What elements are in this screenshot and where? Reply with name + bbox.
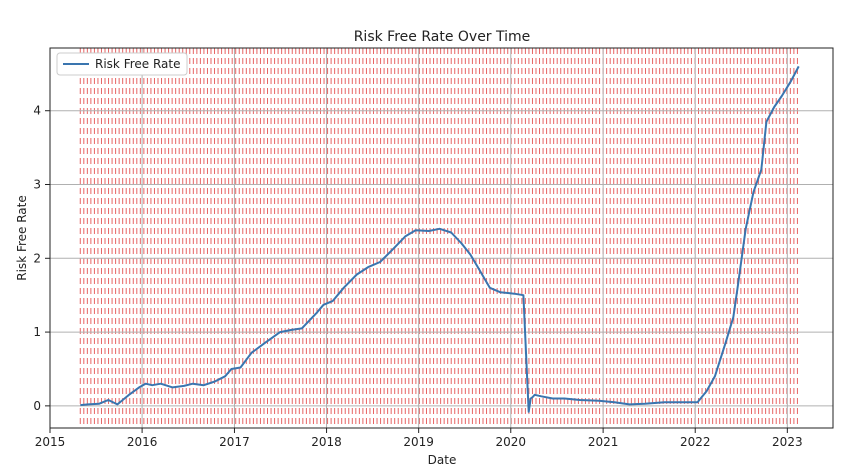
legend-box [56,52,188,76]
x-tick-label: 2017 [219,435,250,449]
x-tick-label: 2023 [772,435,803,449]
grid-lines [49,48,833,428]
x-tick-label: 2015 [35,435,66,449]
x-tick-label: 2016 [127,435,158,449]
y-tick-label: 1 [33,325,41,339]
x-tick-label: 2020 [495,435,526,449]
plot-frame [49,47,834,429]
y-axis-label: Risk Free Rate [15,195,29,280]
y-tick-label: 2 [33,251,41,265]
x-axis-label: Date [428,453,457,467]
x-axis-ticks: 2015 2016 2017 2018 2019 2020 2021 2022 2023 [35,428,803,449]
x-tick-label: 2018 [311,435,342,449]
y-tick-label: 4 [33,104,41,118]
chart-title: Risk Free Rate Over Time [354,29,531,45]
x-tick-label: 2019 [403,435,434,449]
legend-label: Risk Free Rate [95,57,180,71]
y-axis-ticks: 0 1 2 3 4 [33,104,50,413]
y-tick-label: 3 [33,178,41,192]
legend: Risk Free Rate [56,52,188,76]
y-tick-label: 0 [33,399,41,413]
series-line [80,65,800,413]
series-layer [80,65,800,413]
x-tick-label: 2022 [680,435,711,449]
x-tick-label: 2021 [588,435,619,449]
